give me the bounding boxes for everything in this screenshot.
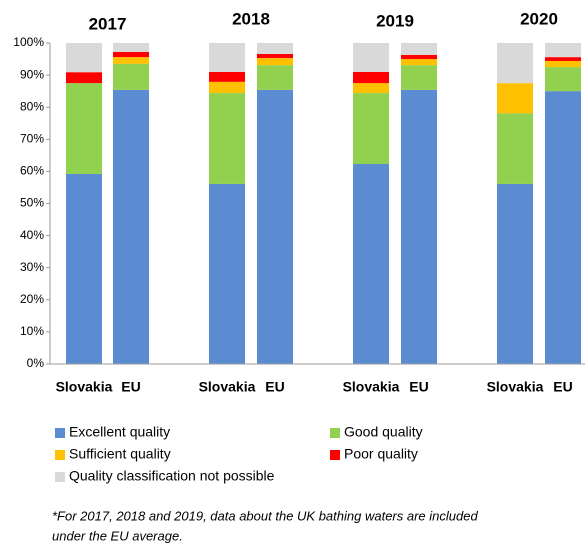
bar-segment bbox=[257, 89, 293, 364]
legend-swatch bbox=[55, 428, 65, 438]
group-label: 2017 bbox=[89, 14, 127, 33]
footnote: *For 2017, 2018 and 2019, data about the… bbox=[52, 508, 478, 523]
y-tick-label: 0% bbox=[27, 356, 45, 370]
legend-swatch bbox=[55, 472, 65, 482]
bar-segment bbox=[66, 72, 102, 84]
x-tick-label: EU bbox=[553, 379, 572, 395]
bar-segment bbox=[113, 57, 149, 64]
bar-segment bbox=[401, 43, 437, 55]
bar-segment bbox=[113, 51, 149, 58]
bar-segment bbox=[401, 65, 437, 90]
y-tick-label: 60% bbox=[20, 164, 44, 178]
group-label: 2018 bbox=[232, 9, 270, 28]
bar-segment bbox=[353, 83, 389, 94]
bar-segment bbox=[545, 67, 581, 92]
legend-label: Sufficient quality bbox=[69, 446, 171, 462]
y-tick-label: 20% bbox=[20, 292, 44, 306]
bar-segment bbox=[113, 63, 149, 90]
legend-label: Quality classification not possible bbox=[69, 468, 275, 484]
y-tick-label: 80% bbox=[20, 99, 44, 113]
bar-segment bbox=[113, 89, 149, 364]
bar-segment bbox=[209, 81, 245, 94]
x-tick-label: EU bbox=[265, 379, 284, 395]
x-tick-label: Slovakia bbox=[487, 379, 544, 395]
x-tick-label: EU bbox=[121, 379, 140, 395]
y-tick-label: 10% bbox=[20, 324, 44, 338]
x-tick-label: Slovakia bbox=[199, 379, 256, 395]
bar-segment bbox=[353, 71, 389, 84]
bar-segment bbox=[353, 93, 389, 165]
bar-segment bbox=[545, 57, 581, 61]
footnote: under the EU average. bbox=[52, 528, 183, 543]
group-label: 2019 bbox=[376, 11, 414, 30]
x-tick-label: EU bbox=[409, 379, 428, 395]
bar-segment bbox=[497, 43, 533, 84]
bar-segment bbox=[209, 43, 245, 72]
y-tick-label: 100% bbox=[13, 35, 44, 49]
y-tick-label: 50% bbox=[20, 196, 44, 210]
x-tick-label: Slovakia bbox=[56, 379, 113, 395]
bar-segment bbox=[497, 183, 533, 364]
bar-segment bbox=[353, 164, 389, 364]
bar-segment bbox=[113, 43, 149, 52]
legend-swatch bbox=[330, 450, 340, 460]
bar-segment bbox=[545, 43, 581, 58]
legend-label: Excellent quality bbox=[69, 424, 170, 440]
x-tick-label: Slovakia bbox=[343, 379, 400, 395]
bar-segment bbox=[209, 71, 245, 82]
bar-segment bbox=[257, 43, 293, 54]
group-label: 2020 bbox=[520, 9, 558, 28]
bar-segment bbox=[353, 43, 389, 72]
legend-swatch bbox=[330, 428, 340, 438]
legend-label: Good quality bbox=[344, 424, 423, 440]
bar-segment bbox=[497, 113, 533, 184]
bar-segment bbox=[209, 183, 245, 364]
y-tick-label: 40% bbox=[20, 228, 44, 242]
bar-segment bbox=[401, 54, 437, 60]
bar-segment bbox=[257, 58, 293, 66]
bar-segment bbox=[257, 53, 293, 59]
bar-segment bbox=[66, 83, 102, 174]
bar-segment bbox=[545, 60, 581, 68]
bar-segment bbox=[497, 83, 533, 114]
y-tick-label: 90% bbox=[20, 67, 44, 81]
legend-swatch bbox=[55, 450, 65, 460]
y-tick-label: 70% bbox=[20, 131, 44, 145]
bar-segment bbox=[545, 91, 581, 365]
bar-segment bbox=[401, 89, 437, 364]
bar-segment bbox=[209, 93, 245, 184]
bar-segment bbox=[66, 173, 102, 364]
bar-segment bbox=[257, 65, 293, 90]
bar-segment bbox=[401, 59, 437, 66]
bar-segment bbox=[66, 43, 102, 73]
y-tick-label: 30% bbox=[20, 260, 44, 274]
legend-label: Poor quality bbox=[344, 446, 418, 462]
